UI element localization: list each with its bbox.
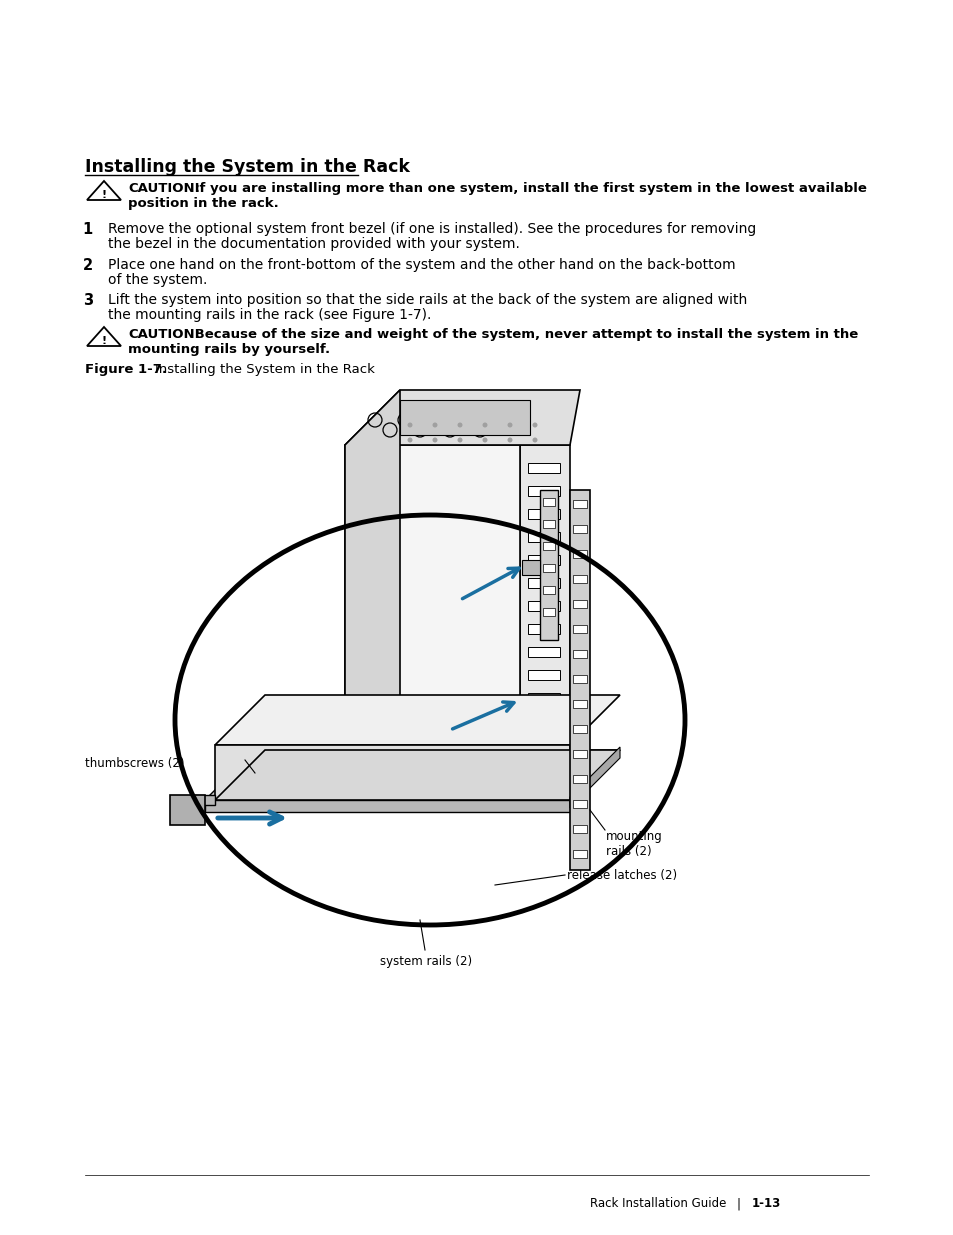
Bar [527,716,559,726]
Bar [573,776,586,783]
Circle shape [457,437,462,442]
Text: 1-13: 1-13 [751,1197,781,1210]
Polygon shape [214,745,569,800]
Text: Place one hand on the front-bottom of the system and the other hand on the back-: Place one hand on the front-bottom of th… [108,258,735,272]
Text: release latches (2): release latches (2) [566,868,677,882]
Polygon shape [569,747,619,808]
Bar [542,520,555,529]
Text: the bezel in the documentation provided with your system.: the bezel in the documentation provided … [108,237,519,251]
Text: of the system.: of the system. [108,273,207,287]
Text: 2: 2 [83,258,92,273]
Bar [527,532,559,542]
Bar [527,487,559,496]
Bar [527,762,559,772]
Bar [542,542,555,550]
Bar [527,601,559,611]
Bar [542,585,555,594]
Bar [527,463,559,473]
Text: |: | [737,1197,740,1210]
Bar [573,650,586,658]
Bar [542,608,555,616]
Bar [573,525,586,534]
Polygon shape [345,390,399,781]
Bar [573,576,586,583]
Text: position in the rack.: position in the rack. [128,198,278,210]
Circle shape [507,437,512,442]
Polygon shape [519,445,569,781]
Circle shape [532,422,537,427]
Polygon shape [194,795,214,805]
Polygon shape [399,400,530,435]
Text: Because of the size and weight of the system, never attempt to install the syste: Because of the size and weight of the sy… [190,329,858,341]
Polygon shape [205,800,569,811]
Bar [527,624,559,634]
Bar [573,550,586,558]
Text: Installing the System in the Rack: Installing the System in the Rack [85,158,410,177]
Bar [170,795,205,825]
Text: mounting rails by yourself.: mounting rails by yourself. [128,343,330,356]
Bar [573,850,586,858]
Bar [573,825,586,832]
Circle shape [407,437,412,442]
Text: Figure 1-7.: Figure 1-7. [85,363,167,375]
Text: !: ! [101,336,107,346]
Text: system rails (2): system rails (2) [379,955,472,968]
Bar [573,700,586,708]
Text: mounting
rails (2): mounting rails (2) [605,830,662,858]
Circle shape [432,437,437,442]
Text: thumbscrews (2): thumbscrews (2) [85,757,184,769]
Polygon shape [214,750,619,800]
Bar [527,739,559,748]
Polygon shape [345,390,579,445]
Bar [573,750,586,758]
Text: 1: 1 [83,222,92,237]
Bar [573,625,586,634]
Circle shape [432,422,437,427]
Text: If you are installing more than one system, install the first system in the lowe: If you are installing more than one syst… [190,182,866,195]
Text: CAUTION:: CAUTION: [128,182,200,195]
Bar [527,647,559,657]
Bar [527,671,559,680]
Bar [539,490,558,640]
Bar [573,800,586,808]
Circle shape [407,422,412,427]
Bar [542,498,555,506]
Bar [573,676,586,683]
Circle shape [532,437,537,442]
Bar [527,555,559,564]
Bar [569,490,589,869]
Text: Lift the system into position so that the side rails at the back of the system a: Lift the system into position so that th… [108,293,746,308]
Bar [573,500,586,508]
Circle shape [482,422,487,427]
Text: CAUTION:: CAUTION: [128,329,200,341]
Text: Remove the optional system front bezel (if one is installed). See the procedures: Remove the optional system front bezel (… [108,222,756,236]
Polygon shape [205,750,619,800]
Polygon shape [214,695,619,745]
Circle shape [457,422,462,427]
Bar [527,693,559,703]
Bar [527,509,559,519]
Bar [573,600,586,608]
Text: 3: 3 [83,293,92,308]
Bar [542,564,555,572]
Text: !: ! [101,190,107,200]
Polygon shape [345,445,519,781]
Bar [573,725,586,734]
Bar [527,578,559,588]
Circle shape [482,437,487,442]
Text: Installing the System in the Rack: Installing the System in the Rack [138,363,375,375]
Polygon shape [521,559,539,576]
Text: the mounting rails in the rack (see Figure 1-7).: the mounting rails in the rack (see Figu… [108,308,431,322]
Text: Rack Installation Guide: Rack Installation Guide [589,1197,725,1210]
Circle shape [507,422,512,427]
